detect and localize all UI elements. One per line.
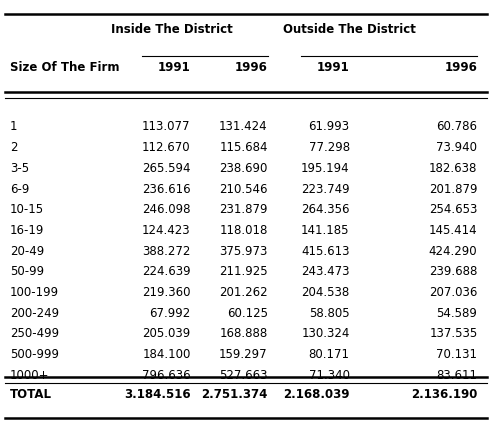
Text: 100-199: 100-199 xyxy=(10,286,59,298)
Text: 50-99: 50-99 xyxy=(10,265,44,278)
Text: 113.077: 113.077 xyxy=(142,120,190,133)
Text: 195.194: 195.194 xyxy=(301,162,350,175)
Text: 2.136.190: 2.136.190 xyxy=(411,387,477,400)
Text: Size Of The Firm: Size Of The Firm xyxy=(10,61,119,74)
Text: 10-15: 10-15 xyxy=(10,203,44,216)
Text: 141.185: 141.185 xyxy=(301,224,350,236)
Text: 1991: 1991 xyxy=(158,61,190,74)
Text: 231.879: 231.879 xyxy=(219,203,268,216)
Text: 223.749: 223.749 xyxy=(301,182,350,195)
Text: 236.616: 236.616 xyxy=(142,182,190,195)
Text: 1996: 1996 xyxy=(235,61,268,74)
Text: 265.594: 265.594 xyxy=(142,162,190,175)
Text: 60.786: 60.786 xyxy=(436,120,477,133)
Text: 58.805: 58.805 xyxy=(309,306,350,319)
Text: 254.653: 254.653 xyxy=(429,203,477,216)
Text: 115.684: 115.684 xyxy=(219,141,268,154)
Text: 243.473: 243.473 xyxy=(301,265,350,278)
Text: 168.888: 168.888 xyxy=(219,327,268,340)
Text: 130.324: 130.324 xyxy=(301,327,350,340)
Text: 80.171: 80.171 xyxy=(308,347,350,360)
Text: 1991: 1991 xyxy=(317,61,350,74)
Text: 83.611: 83.611 xyxy=(436,368,477,381)
Text: 527.663: 527.663 xyxy=(219,368,268,381)
Text: 2: 2 xyxy=(10,141,17,154)
Text: 224.639: 224.639 xyxy=(142,265,190,278)
Text: 70.131: 70.131 xyxy=(436,347,477,360)
Text: 375.973: 375.973 xyxy=(219,244,268,257)
Text: 388.272: 388.272 xyxy=(142,244,190,257)
Text: 200-249: 200-249 xyxy=(10,306,59,319)
Text: 124.423: 124.423 xyxy=(142,224,190,236)
Text: 2.751.374: 2.751.374 xyxy=(201,387,268,400)
Text: 204.538: 204.538 xyxy=(302,286,350,298)
Text: 219.360: 219.360 xyxy=(142,286,190,298)
Text: 71.340: 71.340 xyxy=(308,368,350,381)
Text: 205.039: 205.039 xyxy=(142,327,190,340)
Text: 16-19: 16-19 xyxy=(10,224,44,236)
Text: 60.125: 60.125 xyxy=(227,306,268,319)
Text: 207.036: 207.036 xyxy=(429,286,477,298)
Text: 131.424: 131.424 xyxy=(219,120,268,133)
Text: 145.414: 145.414 xyxy=(429,224,477,236)
Text: 210.546: 210.546 xyxy=(219,182,268,195)
Text: 77.298: 77.298 xyxy=(308,141,350,154)
Text: 264.356: 264.356 xyxy=(301,203,350,216)
Text: 211.925: 211.925 xyxy=(219,265,268,278)
Text: 2.168.039: 2.168.039 xyxy=(283,387,350,400)
Text: 250-499: 250-499 xyxy=(10,327,59,340)
Text: 415.613: 415.613 xyxy=(301,244,350,257)
Text: 424.290: 424.290 xyxy=(429,244,477,257)
Text: 182.638: 182.638 xyxy=(429,162,477,175)
Text: 500-999: 500-999 xyxy=(10,347,59,360)
Text: 1000+: 1000+ xyxy=(10,368,49,381)
Text: 159.297: 159.297 xyxy=(219,347,268,360)
Text: 1: 1 xyxy=(10,120,17,133)
Text: 184.100: 184.100 xyxy=(142,347,190,360)
Text: 54.589: 54.589 xyxy=(436,306,477,319)
Text: 238.690: 238.690 xyxy=(219,162,268,175)
Text: 1996: 1996 xyxy=(445,61,477,74)
Text: 67.992: 67.992 xyxy=(149,306,190,319)
Text: 6-9: 6-9 xyxy=(10,182,29,195)
Text: 201.879: 201.879 xyxy=(429,182,477,195)
Text: 201.262: 201.262 xyxy=(219,286,268,298)
Text: 3-5: 3-5 xyxy=(10,162,29,175)
Text: 118.018: 118.018 xyxy=(219,224,268,236)
Text: 137.535: 137.535 xyxy=(429,327,477,340)
Text: 20-49: 20-49 xyxy=(10,244,44,257)
Text: Inside The District: Inside The District xyxy=(111,23,233,36)
Text: 239.688: 239.688 xyxy=(429,265,477,278)
Text: TOTAL: TOTAL xyxy=(10,387,52,400)
Text: Outside The District: Outside The District xyxy=(283,23,416,36)
Text: 73.940: 73.940 xyxy=(436,141,477,154)
Text: 246.098: 246.098 xyxy=(142,203,190,216)
Text: 796.636: 796.636 xyxy=(142,368,190,381)
Text: 61.993: 61.993 xyxy=(308,120,350,133)
Text: 112.670: 112.670 xyxy=(142,141,190,154)
Text: 3.184.516: 3.184.516 xyxy=(124,387,190,400)
